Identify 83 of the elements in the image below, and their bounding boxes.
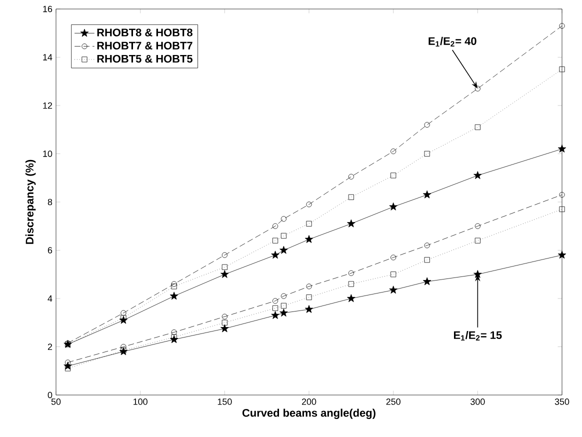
point: [280, 302, 286, 309]
point: [272, 223, 278, 229]
point: [272, 298, 278, 304]
legend-label: RHOBT8 & HOBT8: [97, 28, 192, 36]
point: [422, 190, 432, 198]
point: [389, 286, 398, 294]
point: [558, 250, 566, 259]
x-tick-label: 200: [302, 398, 316, 405]
point: [280, 308, 288, 317]
x-tick-label: 150: [218, 398, 232, 405]
point: [390, 148, 396, 154]
point: [280, 232, 286, 239]
x-tick-label: 100: [134, 398, 148, 405]
point: [280, 216, 286, 222]
point: [220, 270, 229, 278]
point: [390, 254, 396, 260]
point: [306, 220, 312, 226]
point: [306, 202, 312, 208]
x-tick-label: 300: [470, 398, 485, 405]
point: [422, 277, 432, 286]
point: [389, 202, 398, 210]
point: [559, 66, 565, 72]
point: [304, 305, 314, 313]
point: [280, 246, 288, 254]
x-axis-title: Curved beams angle(deg): [242, 408, 376, 419]
point: [65, 366, 71, 372]
point: [280, 293, 286, 299]
point: [222, 264, 228, 270]
point: [424, 150, 430, 157]
point: [120, 344, 126, 350]
legend-label: RHOBT5 & HOBT5: [97, 54, 192, 63]
point: [304, 235, 314, 243]
point: [306, 284, 312, 290]
point: [424, 122, 430, 128]
y-tick-label: 10: [43, 150, 52, 157]
point: [272, 238, 278, 244]
point: [474, 223, 480, 229]
y-tick-label: 4: [48, 295, 52, 302]
point: [559, 192, 565, 198]
point: [348, 174, 354, 180]
y-tick-label: 8: [48, 198, 52, 206]
point: [348, 270, 354, 276]
point: [424, 242, 430, 248]
point: [474, 86, 480, 92]
point: [347, 219, 356, 228]
point: [171, 284, 177, 290]
y-tick-label: 16: [43, 6, 52, 12]
point: [474, 238, 480, 244]
y-tick-label: 0: [48, 392, 52, 398]
point: [559, 206, 565, 212]
point: [424, 257, 430, 263]
point: [222, 314, 228, 320]
point: [272, 305, 278, 311]
point: [390, 172, 396, 178]
point: [171, 281, 177, 287]
y-tick-label: 6: [48, 247, 52, 254]
point: [306, 294, 312, 300]
annotation: E$_{1}$/E$_{2}$= 15: [454, 330, 502, 341]
point: [474, 124, 480, 130]
point: [271, 311, 280, 319]
y-tick-label: 14: [43, 54, 52, 60]
x-tick-label: 50: [51, 398, 61, 405]
point: [220, 324, 229, 332]
point: [222, 320, 228, 326]
point: [474, 171, 482, 180]
x-tick-label: 350: [554, 398, 570, 405]
y-tick-label: 12: [43, 102, 52, 109]
point: [65, 360, 71, 366]
annotation: E$_{1}$/E$_{2}$= 40: [428, 36, 476, 46]
point: [474, 270, 482, 278]
point: [559, 23, 565, 29]
x-tick-label: 250: [386, 398, 400, 405]
legend-label: RHOBT7 & HOBT7: [97, 42, 192, 50]
point: [390, 272, 396, 278]
point: [271, 250, 280, 259]
point: [348, 281, 354, 287]
y-axis-title: Discrepancy (%): [25, 160, 36, 244]
point: [348, 194, 354, 200]
point: [170, 292, 178, 300]
point: [558, 144, 566, 152]
point: [222, 252, 228, 258]
point: [347, 294, 356, 302]
y-tick-label: 2: [48, 344, 52, 350]
